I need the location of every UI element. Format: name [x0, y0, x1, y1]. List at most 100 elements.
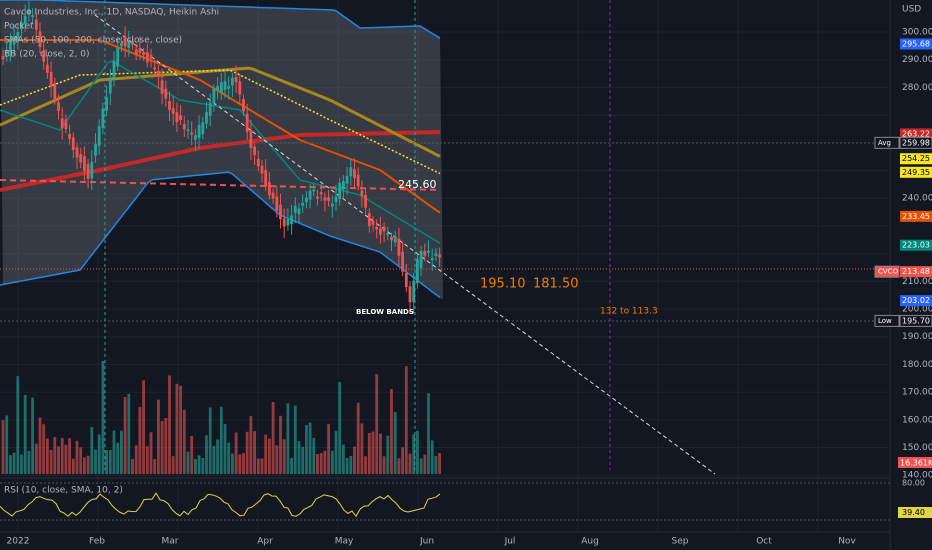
- candle: [349, 167, 353, 177]
- chart-area: [0, 0, 890, 532]
- volume-bar: [12, 452, 16, 474]
- volume-bar: [208, 407, 212, 474]
- price-tag-value: 213.48: [902, 267, 930, 276]
- volume-bar: [49, 449, 53, 474]
- volume-bar: [312, 437, 316, 474]
- volume-bar: [34, 443, 38, 474]
- candle: [345, 175, 349, 184]
- time-tick-label: Nov: [838, 537, 856, 547]
- candle: [168, 101, 171, 111]
- candle: [286, 219, 290, 226]
- volume-bar: [371, 431, 375, 474]
- candle: [253, 146, 256, 156]
- price-level: 245.60: [398, 178, 437, 191]
- indicator: SMAs (50, 100, 200, close, close, close): [4, 36, 182, 46]
- candle: [330, 203, 334, 207]
- tag-label: [874, 136, 900, 149]
- candle: [160, 80, 164, 94]
- volume-bar: [423, 454, 427, 474]
- time-tick-label: Aug: [581, 537, 599, 547]
- volume-bar: [316, 453, 319, 474]
- candle: [367, 213, 371, 227]
- volume-bar: [393, 412, 397, 474]
- volume-bar: [238, 454, 242, 474]
- price-tick-label: 200.00: [902, 305, 932, 315]
- rsi-tick-label: 80.00: [902, 479, 925, 488]
- volume-bar: [90, 426, 94, 474]
- volume-bar: [360, 423, 364, 474]
- candle: [101, 108, 105, 128]
- candle: [227, 86, 231, 89]
- candle: [260, 165, 264, 174]
- price-tag-value: 249.35: [902, 168, 930, 177]
- volume-bar: [282, 439, 286, 474]
- volume-bar: [86, 455, 90, 474]
- tag-label-text: CVCO: [878, 268, 899, 276]
- tag-label: [874, 265, 900, 278]
- volume-bar: [5, 415, 9, 474]
- volume-bar: [9, 455, 12, 474]
- price-tag: [900, 128, 932, 140]
- time-tick-label: Sep: [672, 537, 689, 547]
- volume-bar: [219, 406, 223, 474]
- volume-bar: [271, 402, 275, 474]
- price-tick-label: 160.00: [902, 415, 932, 425]
- volume-bar: [345, 458, 349, 474]
- candle: [301, 202, 305, 206]
- volume-bar: [323, 450, 327, 474]
- candle: [305, 197, 308, 203]
- price-tag: [900, 239, 932, 251]
- indicator: BB (20, close, 2, 0): [4, 50, 89, 60]
- price-tag: [899, 136, 932, 149]
- volume-bar: [205, 435, 208, 474]
- candle: [27, 9, 31, 14]
- candle: [1, 56, 5, 60]
- candle: [75, 147, 79, 158]
- price-tag-value: 223.03: [902, 241, 930, 250]
- volume-bar: [264, 434, 268, 474]
- candle: [238, 81, 242, 95]
- volume-bar: [190, 435, 194, 474]
- axis-unit: USD: [902, 5, 921, 15]
- volume-bar: [112, 430, 116, 474]
- candle: [438, 254, 441, 258]
- volume-bar: [404, 366, 408, 474]
- candle: [142, 52, 145, 55]
- volume-bar: [256, 458, 260, 474]
- price-tag: [900, 153, 932, 165]
- candle: [116, 47, 120, 67]
- candle: [256, 158, 260, 167]
- candle: [127, 41, 131, 48]
- candle: [404, 273, 408, 287]
- candle: [201, 122, 205, 135]
- candle: [42, 50, 46, 62]
- candle: [401, 251, 404, 272]
- volume-bar: [293, 405, 297, 474]
- candle: [412, 280, 416, 302]
- volume-bar: [42, 424, 46, 474]
- candle: [231, 77, 234, 86]
- candle: [430, 258, 434, 261]
- candle: [31, 15, 34, 18]
- candle: [375, 226, 379, 230]
- volume-bar: [353, 446, 356, 474]
- volume-bar: [101, 361, 105, 474]
- volume-bar: [1, 420, 5, 474]
- candle: [338, 182, 342, 200]
- candle: [131, 41, 134, 45]
- volume-bar: [186, 451, 190, 474]
- volume-bar: [379, 433, 382, 474]
- candle: [364, 194, 367, 208]
- candle: [279, 204, 282, 220]
- candle: [342, 181, 345, 190]
- time-tick-label: Mar: [162, 537, 179, 547]
- volume-bar: [16, 376, 20, 474]
- tag-label-text: Low: [878, 317, 892, 325]
- tag-label-text: Avg: [878, 139, 891, 147]
- candle: [153, 67, 157, 70]
- candle: [245, 113, 249, 132]
- candle: [293, 205, 297, 213]
- volume-bar: [38, 417, 42, 474]
- candle: [427, 250, 430, 253]
